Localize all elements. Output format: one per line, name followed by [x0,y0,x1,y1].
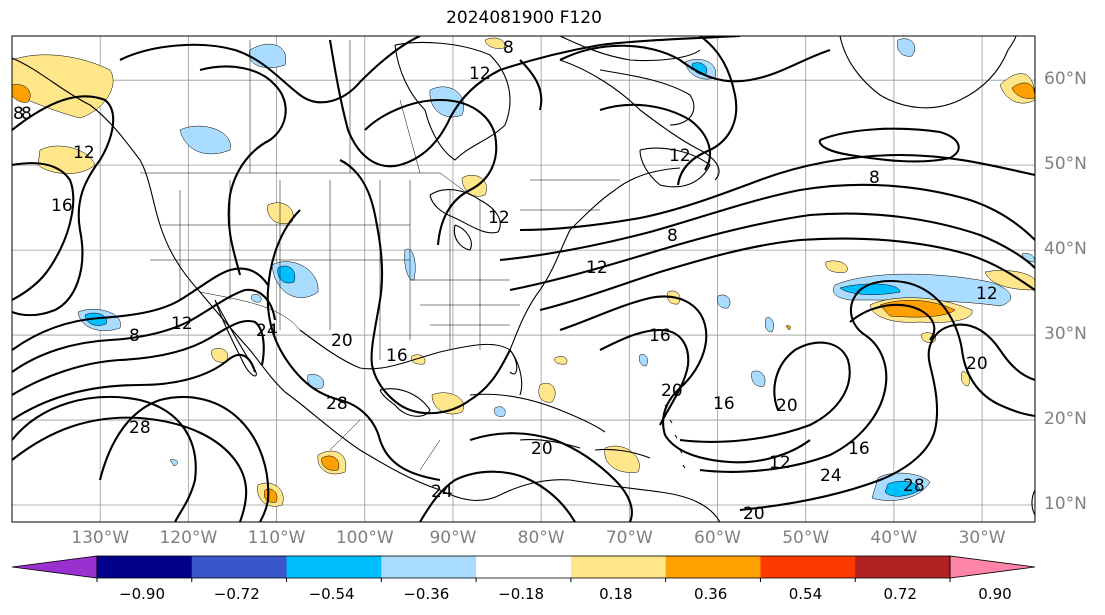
contour-label: 12 [586,258,608,278]
contour-label: 20 [661,381,683,401]
colorbar-segment [476,556,572,578]
longitude-label: 40°W [870,528,918,548]
colorbar-tick-label: 0.54 [788,585,823,603]
map-title: 2024081900 F120 [446,8,602,28]
colorbar-extend-low [11,555,98,579]
contour-label: 16 [713,394,735,414]
colorbar-tick-label: 0.36 [693,585,728,603]
shaded-anomalies [12,37,1035,507]
longitude-label: 120°W [159,528,218,548]
colorbar-tick-label: −0.18 [498,585,545,603]
contour-label: 8 [667,226,678,246]
longitude-label: 110°W [247,528,306,548]
contour-label: 16 [649,326,671,346]
longitude-label: 30°W [958,528,1006,548]
contour-label: 24 [256,321,278,341]
longitude-label: 70°W [605,528,653,548]
colorbar-segment [855,556,951,578]
longitude-label: 60°W [694,528,741,548]
longitude-label: 90°W [429,528,477,548]
colorbar-tick-label: 0.72 [883,585,917,603]
contour-labels: 8812121612881216121628282024242016201216… [13,38,998,524]
contour-label: 20 [966,354,988,374]
contour-label: 12 [669,146,691,166]
longitude-label: 130°W [71,528,130,548]
longitude-label: 50°W [782,528,830,548]
colorbar-segment [570,556,667,578]
political-borders [140,40,620,471]
latitude-label: 30°N [1044,324,1087,345]
latitude-label: 20°N [1044,409,1087,430]
colorbar-outline [96,555,951,579]
contour-label: 12 [488,208,510,228]
contour-label: 12 [469,64,491,84]
contour-label: 12 [769,453,791,473]
contour-label: 20 [776,396,798,416]
contour-label: 24 [820,466,842,486]
contour-label: 8 [503,38,514,58]
colorbar-tick-label: 0.18 [599,585,633,603]
contour-label: 24 [431,482,453,502]
contour-label: 28 [326,394,348,414]
colorbar-tick-label: 0.90 [978,585,1012,603]
colorbar-tick-label: −0.72 [213,585,260,603]
colorbar-tick-label: −0.90 [119,585,165,603]
latitude-label: 40°N [1044,239,1087,260]
contour-label: 12 [976,284,998,304]
colorbar-segment [381,556,477,578]
colorbar-tick-label: −0.36 [403,585,450,603]
contour-lines [12,36,1035,522]
colorbar-segment [665,556,761,578]
contour-label: 12 [73,143,95,163]
contour-label: 16 [848,439,870,459]
map-border [11,35,1036,523]
coastlines [12,36,1035,522]
contour-label: 8 [13,104,24,124]
contour-label: 8 [869,168,880,188]
colorbar-extend-high [949,555,1036,579]
colorbar-segment [97,556,193,578]
contour-label: 28 [903,476,925,496]
longitude-label: 80°W [517,528,565,548]
latitude-label: 10°N [1044,494,1087,514]
contour-label: 16 [386,346,408,366]
contour-label: 28 [129,418,151,438]
colorbar-segment [760,556,856,578]
longitude-label: 100°W [335,528,394,548]
colorbar [11,555,1036,582]
colorbar-segment [191,556,288,578]
contour-label: 20 [743,504,765,524]
colorbar-tick-label: −0.54 [308,585,355,603]
latitude-label: 60°N [1044,69,1087,90]
contour-label: 20 [531,439,553,459]
contour-label: 16 [51,196,73,216]
contour-label: 8 [129,326,140,346]
latitude-label: 50°N [1044,154,1087,175]
contour-label: 12 [171,314,193,334]
contour-label: 8 [21,104,32,124]
contour-label: 20 [331,331,353,351]
colorbar-segment [286,556,382,578]
